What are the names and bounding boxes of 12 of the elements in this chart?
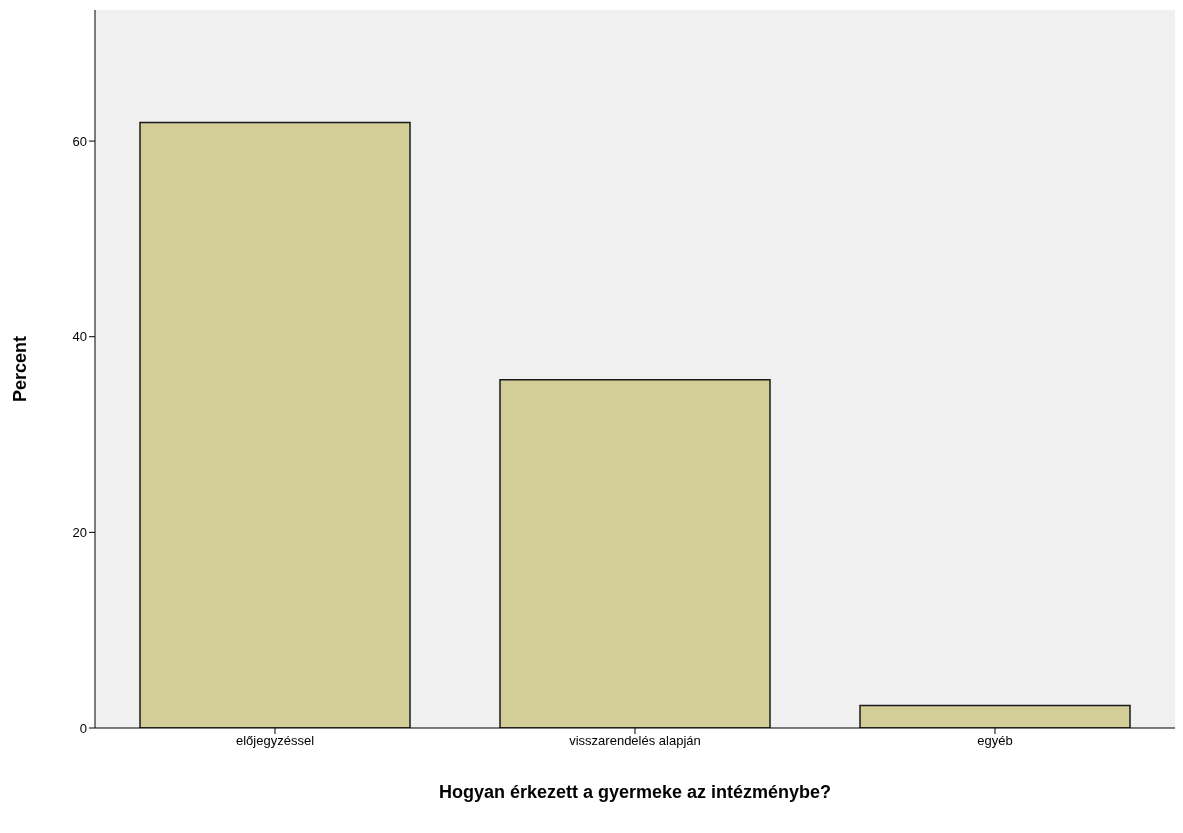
- y-tick-label: 40: [72, 329, 87, 345]
- y-tick-label: 20: [72, 524, 87, 540]
- x-tick-label: előjegyzéssel: [235, 733, 315, 749]
- y-tick-label: 0: [79, 720, 87, 736]
- x-tick-label: visszarendelés alapján: [569, 733, 701, 749]
- bar: [499, 379, 771, 728]
- x-tick-label: egyéb: [977, 733, 1013, 749]
- x-axis-title: Hogyan érkezett a gyermeke az intézménybe?: [438, 782, 832, 802]
- bar: [139, 121, 411, 728]
- y-axis-title: Percent: [10, 335, 31, 403]
- y-tick-label: 60: [72, 133, 87, 149]
- bar: [859, 704, 1131, 728]
